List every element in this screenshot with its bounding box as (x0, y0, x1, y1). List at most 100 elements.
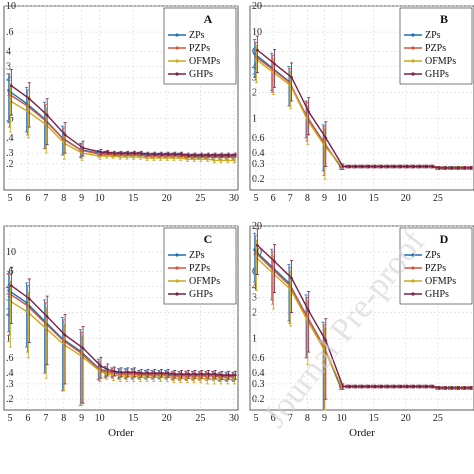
data-point (193, 153, 197, 157)
data-point (418, 165, 422, 168)
data-point (106, 368, 109, 371)
data-point (226, 159, 230, 162)
data-point (193, 372, 197, 376)
data-point (153, 152, 157, 156)
data-point (132, 155, 135, 159)
legend: C ZPs PZPs OFMPs GHPs (163, 227, 237, 305)
x-tick-label: 20 (162, 413, 172, 424)
data-point (99, 150, 103, 154)
legend-marker (175, 279, 179, 283)
data-point (146, 371, 150, 375)
y-tick-label: 3 (252, 72, 257, 83)
data-point (307, 309, 311, 313)
series-ghps (255, 228, 473, 400)
y-tick-label: .4 (6, 368, 14, 379)
y-tick-label: .6 (6, 27, 14, 38)
data-point (425, 165, 428, 168)
legend-entry: GHPs (189, 289, 213, 300)
data-point (213, 372, 217, 376)
y-tick-label: 4 (6, 46, 11, 57)
data-point (225, 155, 229, 159)
data-point (457, 386, 460, 390)
data-point (290, 76, 293, 79)
data-point (106, 150, 109, 154)
x-tick-label: 5 (254, 413, 259, 424)
y-tick-label: 2 (252, 308, 257, 319)
x-tick-label: 8 (305, 193, 310, 204)
series-ghps (9, 266, 237, 404)
data-point (341, 165, 345, 168)
y-tick-label: 20 (252, 1, 262, 12)
data-point (63, 133, 67, 137)
y-tick-label: 0.2 (252, 174, 265, 185)
data-point (180, 152, 183, 156)
data-point (153, 371, 157, 375)
y-tick-label: 0.3 (252, 379, 265, 390)
data-point (354, 385, 358, 388)
x-tick-label: 5 (8, 193, 13, 204)
data-point (152, 156, 156, 160)
y-tick-label: 10 (6, 247, 16, 258)
data-point (45, 315, 49, 318)
x-tick-label: 10 (337, 413, 347, 424)
data-point (139, 371, 143, 375)
y-tick-label: .3 (6, 379, 14, 390)
x-tick-label: 7 (288, 413, 293, 424)
data-point (126, 370, 130, 374)
legend: B ZPs PZPs OFMPs GHPs (399, 7, 473, 85)
data-point (199, 157, 203, 161)
data-point (146, 152, 150, 156)
legend-marker (411, 279, 415, 283)
legend-marker (411, 46, 415, 50)
series-ghps (255, 35, 473, 170)
x-tick-label: 9 (322, 413, 327, 424)
data-point (341, 385, 345, 388)
x-tick-label: 15 (128, 413, 138, 424)
data-point (173, 372, 177, 376)
data-point (218, 155, 222, 159)
data-point (393, 385, 396, 388)
legend-marker (175, 59, 179, 63)
legend-marker (175, 72, 179, 76)
x-tick-label: 25 (195, 193, 205, 204)
data-point (437, 386, 441, 390)
legend-box (163, 7, 237, 85)
data-point (192, 157, 196, 161)
data-point (437, 166, 441, 170)
data-point (119, 151, 123, 155)
data-point (324, 136, 328, 140)
data-point (206, 377, 209, 381)
chart-panel-c: .2.3.4.61234.610567891015202530OrderCZPs… (3, 225, 239, 439)
data-point (180, 372, 183, 376)
data-point (118, 155, 122, 159)
data-point (348, 165, 351, 168)
data-point (444, 166, 447, 170)
x-tick-label: 25 (195, 413, 205, 424)
legend-entry: PZPs (189, 43, 210, 54)
x-tick-label: 15 (128, 193, 138, 204)
legend-marker (411, 72, 415, 76)
panel-label: C (204, 232, 213, 246)
data-point (360, 165, 364, 168)
data-point (360, 385, 364, 388)
data-point (213, 153, 217, 157)
legend-entry: GHPs (425, 289, 449, 300)
data-point (206, 157, 209, 161)
y-tick-label: 1 (252, 114, 257, 125)
data-point (399, 385, 403, 388)
legend-marker (175, 33, 179, 37)
data-point (273, 62, 276, 66)
data-point (425, 385, 428, 388)
data-point (125, 155, 129, 159)
data-point (450, 166, 454, 170)
y-tick-label: 2 (252, 88, 257, 99)
data-point (133, 151, 136, 155)
data-point (81, 146, 85, 150)
y-tick-label: 20 (252, 221, 262, 232)
legend-box (399, 227, 473, 305)
data-point (200, 372, 204, 376)
data-point (367, 385, 370, 388)
x-tick-label: 20 (401, 193, 411, 204)
data-point (386, 165, 390, 168)
